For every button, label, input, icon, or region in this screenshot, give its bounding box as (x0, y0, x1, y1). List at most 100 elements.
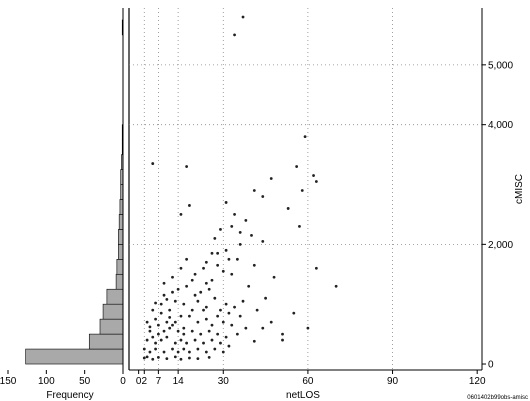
scatter-point (247, 284, 251, 288)
scatter-point (207, 356, 211, 359)
scatter-y-ticks: 0 2,000 4,000 5,000 (482, 60, 513, 371)
scatter-point (159, 338, 163, 342)
scatter-point (154, 317, 157, 321)
scatter-point (176, 329, 180, 333)
scatter-point (162, 293, 166, 297)
scatter-point (196, 357, 200, 361)
scatter-point (204, 317, 208, 321)
scatter-point (165, 298, 169, 301)
scatter-point (182, 332, 186, 336)
scatter-point (221, 269, 225, 273)
scatter-point (227, 257, 231, 261)
histogram-tick-label: 100 (38, 376, 55, 387)
scatter-point (233, 305, 236, 309)
scatter-x-tick-label: 120 (469, 376, 486, 387)
scatter-point (312, 174, 315, 177)
scatter-point (168, 315, 172, 319)
scatter-point (182, 347, 186, 351)
scatter-x-tick-label: 30 (218, 376, 230, 387)
scatter-point (176, 350, 180, 354)
scatter-point (244, 219, 248, 222)
scatter-point (241, 299, 245, 303)
scatter-point (182, 302, 186, 306)
scatter-points (142, 15, 338, 361)
scatter-point (227, 311, 231, 315)
scatter-y-tick-label: 2,000 (488, 240, 513, 251)
scatter-point (171, 290, 174, 294)
scatter-point (202, 341, 205, 345)
scatter-point (269, 177, 273, 180)
scatter-point (151, 162, 155, 165)
scatter-point (264, 296, 267, 300)
scatter-point (207, 287, 211, 291)
histogram-bar (88, 333, 124, 350)
scatter-point (224, 302, 228, 306)
scatter-point (224, 248, 228, 252)
scatter-point (213, 296, 217, 300)
scatter-point (252, 189, 256, 192)
scatter-point (162, 350, 166, 354)
scatter-point (221, 350, 225, 354)
scatter-point (162, 329, 166, 333)
scatter-point (154, 301, 157, 305)
scatter-x-ticks: 0 2 7 14 30 60 90 120 (136, 370, 486, 387)
scatter-point (224, 335, 228, 339)
scatter-point (204, 260, 208, 264)
scatter-point (145, 338, 149, 342)
histogram-bar (99, 318, 124, 335)
scatter-point (179, 357, 183, 361)
scatter-point (306, 326, 310, 330)
scatter-point (252, 339, 256, 343)
scatter-point (261, 195, 265, 198)
histogram-x-ticks: 150 100 50 0 (0, 370, 126, 387)
histogram-tick-label: 50 (79, 376, 91, 387)
histogram-x-axis-title: Frequency (46, 390, 93, 401)
histogram-bar (102, 303, 124, 320)
scatter-point (334, 284, 338, 288)
scatter-point (196, 347, 200, 351)
scatter-point (210, 338, 214, 342)
scatter-point (154, 341, 157, 345)
scatter-point (179, 314, 183, 318)
scatter-point (281, 338, 284, 342)
scatter-point (148, 350, 152, 354)
scatter-point (145, 320, 149, 324)
scatter-point (241, 15, 245, 19)
scatter-point (221, 320, 225, 324)
scatter-point (233, 213, 236, 216)
footnote-text: 0601402b99obs-amisc (467, 395, 528, 401)
scatter-point (244, 326, 248, 330)
scatter-point (224, 201, 228, 204)
scatter-x-tick-label: 60 (302, 376, 314, 387)
scatter-point (159, 302, 163, 306)
histogram-bar (116, 259, 124, 275)
scatter-point (216, 263, 220, 267)
scatter-point (148, 325, 152, 329)
scatter-point (179, 213, 183, 216)
scatter-point (151, 335, 155, 339)
scatter-point (173, 299, 177, 303)
scatter-point (199, 290, 203, 294)
scatter-point (272, 275, 276, 279)
scatter-point (188, 314, 191, 318)
scatter-point (202, 266, 205, 270)
scatter-x-tick-label: 14 (173, 376, 185, 387)
scatter-point (179, 338, 183, 342)
scatter-point (230, 225, 234, 228)
scatter-x-tick-label: 0 (136, 376, 142, 387)
scatter-point (219, 341, 222, 345)
scatter-point (173, 320, 177, 324)
histogram-bar (118, 229, 124, 245)
scatter-point (252, 263, 256, 267)
scatter-point (204, 281, 208, 285)
scatter-gridlines (129, 8, 482, 370)
scatter-point (235, 332, 239, 336)
scatter-point (230, 323, 234, 327)
scatter-point (159, 311, 163, 315)
scatter-point (148, 329, 152, 333)
scatter-point (202, 308, 205, 312)
scatter-point (210, 251, 214, 255)
